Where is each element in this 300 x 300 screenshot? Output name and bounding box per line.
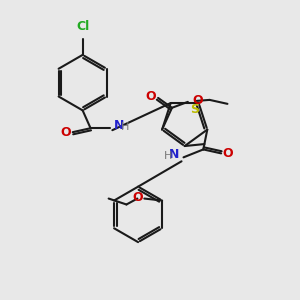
Text: S: S: [190, 103, 199, 116]
Text: O: O: [146, 90, 157, 104]
Text: O: O: [223, 147, 233, 160]
Text: H: H: [121, 122, 130, 132]
Text: O: O: [61, 126, 71, 139]
Text: Cl: Cl: [76, 20, 89, 33]
Text: O: O: [132, 191, 143, 204]
Text: H: H: [164, 152, 172, 161]
Text: N: N: [169, 148, 179, 161]
Text: O: O: [193, 94, 203, 107]
Text: N: N: [114, 119, 125, 132]
